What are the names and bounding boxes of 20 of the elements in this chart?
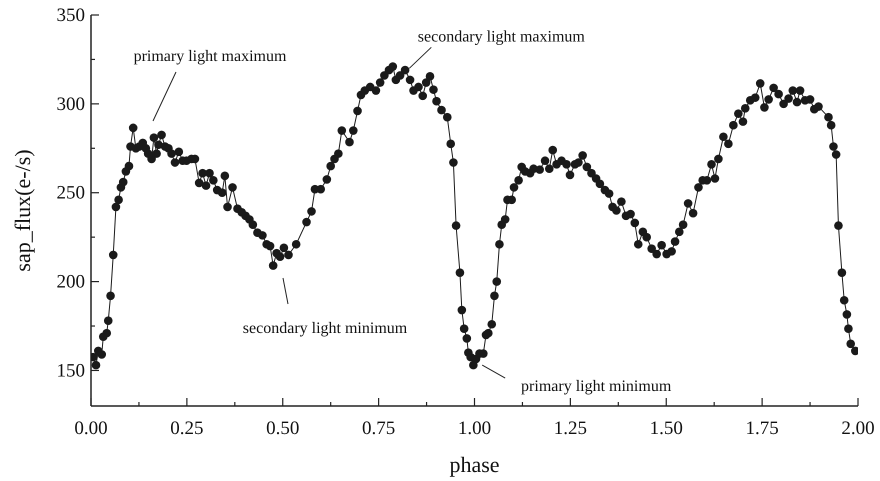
x-tick-label: 1.25 xyxy=(554,418,587,439)
annotation: primary light maximum xyxy=(134,48,287,65)
x-tick-label: 1.50 xyxy=(650,418,683,439)
annotation: secondary light maximum xyxy=(418,28,586,46)
annotation: primary light minimum xyxy=(521,378,672,396)
x-tick-label: 0.00 xyxy=(74,418,108,439)
y-tick-label: 250 xyxy=(56,182,85,204)
x-tick-label: 1.75 xyxy=(746,418,779,439)
y-tick-label: 300 xyxy=(56,94,85,115)
x-tick-label: 0.50 xyxy=(266,418,300,439)
x-tick-label: 2.00 xyxy=(841,418,875,439)
x-tick-label: 1.00 xyxy=(458,418,492,439)
x-tick-label: 0.25 xyxy=(170,418,204,439)
x-axis-title: phase xyxy=(449,452,500,477)
annotation: secondary light minimum xyxy=(242,320,408,337)
y-tick-label: 350 xyxy=(56,5,85,26)
y-axis-title: sap_flux(e-/s) xyxy=(10,149,35,272)
y-tick-label: 150 xyxy=(56,360,85,382)
y-tick-label: 200 xyxy=(56,272,85,293)
x-tick-label: 0.75 xyxy=(362,418,396,439)
